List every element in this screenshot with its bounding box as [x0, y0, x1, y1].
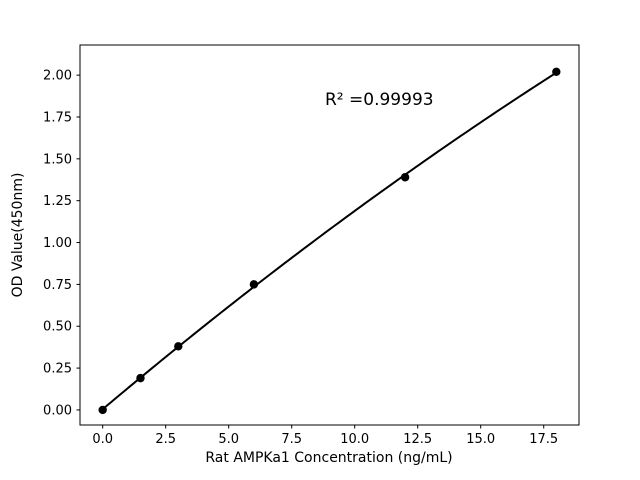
x-tick-label: 2.5	[155, 432, 176, 447]
x-tick-label: 7.5	[281, 432, 302, 447]
y-tick-label: 0.25	[43, 362, 72, 377]
y-axis-label: OD Value(450nm)	[10, 173, 26, 298]
data-point-marker	[174, 342, 183, 351]
y-tick-label: 1.00	[43, 236, 72, 251]
y-tick-label: 0.00	[43, 403, 72, 418]
x-tick-label: 17.5	[529, 432, 558, 447]
axis-ticks: 0.0 2.5 5.0 7.5 10.0 12.5 15.0 17.5 0.00 0.25 0.50…	[43, 69, 558, 447]
y-tick-label: 0.50	[43, 320, 72, 335]
data-point-marker	[400, 173, 410, 182]
y-tick-label: 0.75	[43, 278, 72, 293]
x-axis-label: Rat AMPKa1 Concentration (ng/mL)	[205, 450, 452, 466]
x-tick-label: 10.0	[340, 432, 369, 447]
x-tick-label: 12.5	[403, 432, 432, 447]
r-squared-annotation: R² =0.99993	[325, 90, 434, 110]
x-tick-label: 15.0	[466, 432, 495, 447]
x-tick-label: 0.0	[92, 432, 113, 447]
y-tick-label: 1.75	[43, 110, 72, 125]
y-tick-label: 2.00	[43, 69, 72, 84]
y-tick-label: 1.25	[43, 194, 72, 209]
data-point-marker	[552, 67, 561, 76]
plot-area	[79, 44, 580, 426]
data-point-marker	[136, 373, 145, 383]
data-point-marker	[98, 405, 107, 415]
y-tick-label: 1.50	[43, 152, 72, 167]
curve-layer	[98, 67, 561, 415]
data-point-marker	[249, 280, 259, 289]
x-tick-label: 5.0	[218, 432, 239, 447]
